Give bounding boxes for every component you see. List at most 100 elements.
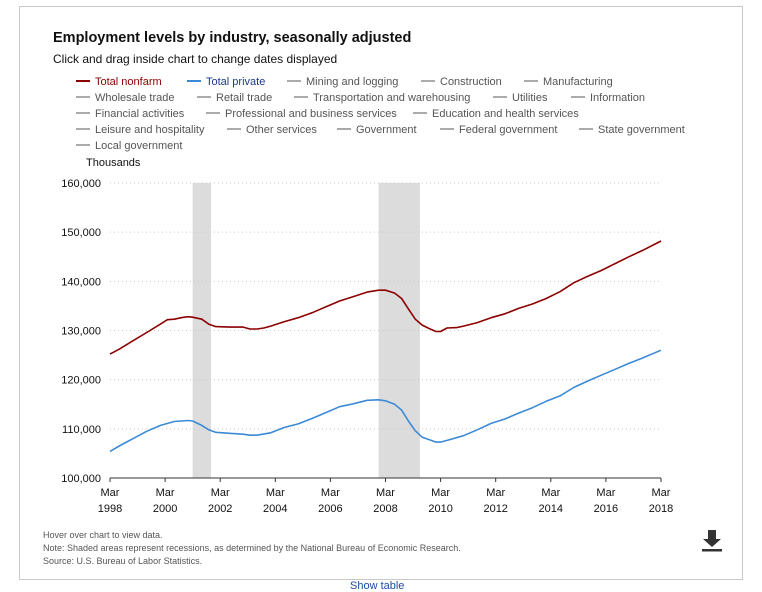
- x-tick-year: 1998: [98, 503, 122, 515]
- x-tick-month: Mar: [156, 487, 175, 499]
- x-tick-month: Mar: [486, 487, 505, 499]
- legend-swatch: [493, 96, 507, 99]
- legend-swatch: [579, 128, 593, 131]
- legend-label: Mining and logging: [306, 76, 399, 88]
- x-tick-year: 2004: [263, 503, 287, 515]
- legend-swatch: [76, 128, 90, 131]
- legend-item-construction[interactable]: Construction: [421, 76, 502, 88]
- legend-item-retail-trade[interactable]: Retail trade: [197, 92, 272, 104]
- x-tick-month: Mar: [652, 487, 671, 499]
- legend-label: Retail trade: [216, 92, 273, 104]
- x-tick-month: Mar: [101, 487, 120, 499]
- chart-notes: Hover over chart to view data. Note: Sha…: [43, 529, 461, 568]
- x-tick-year: 2012: [483, 503, 507, 515]
- legend-item-professional-and-business-services[interactable]: Professional and business services: [206, 108, 397, 120]
- x-tick-year: 2002: [208, 503, 232, 515]
- legend-label: Transportation and warehousing: [313, 92, 471, 104]
- y-tick-label: 100,000: [61, 473, 101, 485]
- x-tick-month: Mar: [376, 487, 395, 499]
- legend-item-government[interactable]: Government: [337, 124, 417, 136]
- show-table-link[interactable]: Show table: [350, 580, 405, 592]
- legend-swatch: [337, 128, 351, 131]
- source-note: Source: U.S. Bureau of Labor Statistics.: [43, 556, 203, 566]
- legend-swatch: [294, 96, 308, 99]
- y-tick-label: 130,000: [61, 326, 101, 338]
- legend-item-manufacturing[interactable]: Manufacturing: [524, 76, 613, 88]
- legend-item-utilities[interactable]: Utilities: [493, 92, 547, 104]
- download-icon-glyph: [702, 530, 722, 552]
- x-tick-year: 2010: [428, 503, 452, 515]
- legend-label: Education and health services: [432, 108, 579, 120]
- hover-hint: Hover over chart to view data.: [43, 530, 163, 540]
- legend-label: State government: [598, 124, 685, 136]
- y-tick-label: 110,000: [62, 424, 101, 436]
- legend-swatch: [76, 144, 90, 147]
- x-tick-year: 2008: [373, 503, 397, 515]
- legend-label: Other services: [246, 124, 317, 136]
- legend-item-financial-activities[interactable]: Financial activities: [76, 108, 184, 120]
- x-tick-month: Mar: [211, 487, 230, 499]
- legend-item-other-services[interactable]: Other services: [227, 124, 317, 136]
- legend-swatch: [187, 80, 201, 83]
- legend-swatch: [227, 128, 241, 131]
- legend-item-total-nonfarm[interactable]: Total nonfarm: [76, 76, 162, 88]
- chart-title: Employment levels by industry, seasonall…: [53, 30, 412, 46]
- legend-label: Manufacturing: [543, 76, 613, 88]
- legend-swatch: [413, 112, 427, 115]
- legend-swatch: [76, 80, 90, 83]
- y-tick-label: 160,000: [61, 178, 101, 190]
- legend-item-federal-government[interactable]: Federal government: [440, 124, 557, 136]
- legend-item-local-government[interactable]: Local government: [76, 140, 182, 152]
- x-tick-month: Mar: [431, 487, 450, 499]
- y-axis-unit-label: Thousands: [86, 157, 141, 169]
- x-tick-year: 2016: [594, 503, 618, 515]
- x-tick-month: Mar: [541, 487, 560, 499]
- download-icon[interactable]: [699, 528, 725, 554]
- legend-label: Total nonfarm: [95, 76, 162, 88]
- legend-item-transportation-and-warehousing[interactable]: Transportation and warehousing: [294, 92, 470, 104]
- legend-swatch: [287, 80, 301, 83]
- recession-note: Note: Shaded areas represent recessions,…: [43, 543, 461, 553]
- legend-label: Utilities: [512, 92, 548, 104]
- recession-band-1: [378, 183, 420, 478]
- x-tick-year: 2018: [649, 503, 673, 515]
- legend-label: Professional and business services: [225, 108, 397, 120]
- legend-swatch: [524, 80, 538, 83]
- legend-item-mining-and-logging[interactable]: Mining and logging: [287, 76, 398, 88]
- legend-item-total-private[interactable]: Total private: [187, 76, 265, 88]
- legend-swatch: [76, 112, 90, 115]
- x-tick-month: Mar: [266, 487, 285, 499]
- legend-swatch: [206, 112, 220, 115]
- x-tick-month: Mar: [596, 487, 615, 499]
- legend-swatch: [197, 96, 211, 99]
- x-tick-year: 2000: [153, 503, 177, 515]
- legend-label: Government: [356, 124, 417, 136]
- legend-item-leisure-and-hospitality[interactable]: Leisure and hospitality: [76, 124, 204, 136]
- legend-swatch: [571, 96, 585, 99]
- legend-swatch: [76, 96, 90, 99]
- legend-item-wholesale-trade[interactable]: Wholesale trade: [76, 92, 175, 104]
- legend-item-education-and-health-services[interactable]: Education and health services: [413, 108, 579, 120]
- legend-item-information[interactable]: Information: [571, 92, 645, 104]
- legend-label: Federal government: [459, 124, 558, 136]
- y-tick-label: 150,000: [61, 227, 101, 239]
- legend-label: Financial activities: [95, 108, 185, 120]
- y-tick-label: 140,000: [61, 276, 101, 288]
- series-line-total-nonfarm: [109, 240, 662, 355]
- chart-subtitle: Click and drag inside chart to change da…: [53, 52, 338, 66]
- legend-label: Total private: [206, 76, 266, 88]
- recession-band-0: [192, 183, 211, 478]
- legend-label: Information: [590, 92, 646, 104]
- y-tick-label: 120,000: [61, 375, 101, 387]
- legend-swatch: [421, 80, 435, 83]
- x-tick-month: Mar: [321, 487, 340, 499]
- legend-label: Construction: [440, 76, 502, 88]
- legend-label: Wholesale trade: [95, 92, 175, 104]
- legend-item-state-government[interactable]: State government: [579, 124, 685, 136]
- legend-label: Leisure and hospitality: [95, 124, 205, 136]
- series-line-total-private: [109, 349, 662, 453]
- legend-swatch: [440, 128, 454, 131]
- x-tick-year: 2014: [539, 503, 563, 515]
- legend-label: Local government: [95, 140, 183, 152]
